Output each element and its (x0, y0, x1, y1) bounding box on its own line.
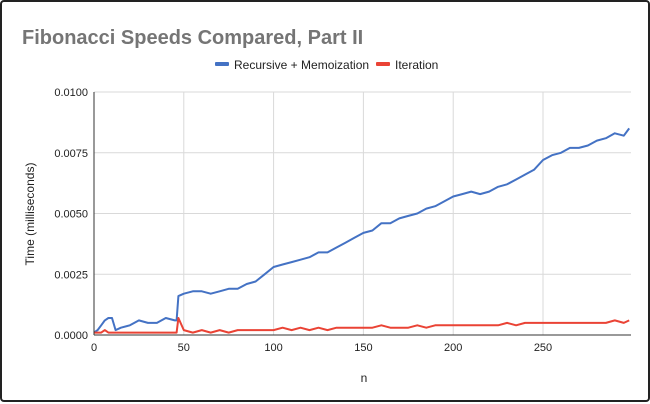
x-tick-label: 50 (178, 342, 190, 354)
y-tick-label: 0.0050 (54, 209, 88, 221)
y-tick-label: 0.0025 (54, 269, 88, 281)
legend-label-memoization: Recursive + Memoization (234, 58, 369, 72)
y-axis-label: Time (milliseconds) (23, 163, 37, 266)
x-tick-label: 0 (91, 342, 97, 354)
chart-title: Fibonacci Speeds Compared, Part II (22, 27, 363, 49)
x-axis-label: n (361, 371, 368, 385)
x-tick-label: 250 (534, 342, 552, 354)
legend: Recursive + Memoization Iteration (215, 58, 438, 72)
x-tick-label: 100 (264, 342, 282, 354)
y-tick-label: 0.0075 (54, 148, 88, 160)
series-line-iteration (94, 317, 630, 334)
x-tick-label: 150 (354, 342, 372, 354)
y-tick-label: 0.0000 (54, 330, 88, 342)
series-line-memoization (93, 127, 631, 334)
legend-label-iteration: Iteration (395, 58, 438, 72)
y-tick-label: 0.0100 (54, 87, 88, 99)
x-tick-label: 200 (444, 342, 462, 354)
legend-swatch-iteration (376, 62, 390, 66)
legend-swatch-memoization (215, 62, 229, 66)
